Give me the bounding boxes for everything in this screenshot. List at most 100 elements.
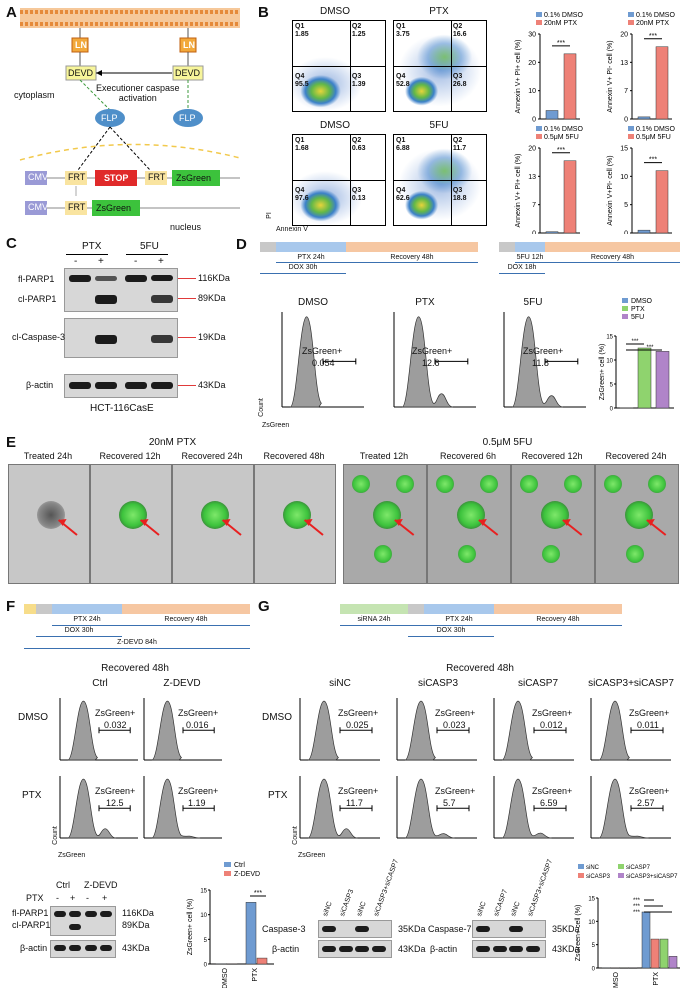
g-lane-label: siNC [510,900,522,918]
legend-swatch-red [536,20,542,25]
q1: Q1 1.68 [295,137,309,152]
f-gate-2: ZsGreen+ [178,708,219,718]
d-recovery-1: Recovery 48h [390,254,434,261]
f-wb-ptx: PTX [26,893,44,903]
y-tick-label: 7 [624,88,628,95]
g-gate-value: 0.023 [443,720,466,730]
legend-swatch-blue [536,126,542,131]
y-tick-label: 5 [610,383,614,389]
cmv-label-2: CMV [28,202,48,212]
f-gel-parp [50,906,116,936]
q3: Q3 0.13 [351,187,366,203]
frt-label-2: FRT [148,172,166,182]
y-tick-label: 0 [532,231,536,235]
q4: Q4 97.6 [295,187,309,203]
sig-label: *** [633,904,641,910]
y-axis-label: ZsGreen+ cell (%) [187,899,194,956]
f-col-2: Z-DEVD [163,678,201,689]
legend-swatch-blue [536,12,542,17]
g-gate-value: 6.59 [540,798,558,808]
q3: Q3 26.8 [452,73,467,89]
legend-label-2: 20nM PTX [544,20,577,27]
e-frame-label: Recovered 6h [439,451,497,461]
caspase-activation-label: Executioner caspase activation [96,83,180,103]
x-tick-label: DMSO [613,971,620,988]
f-zdevd: Z-DEVD 84h [117,639,157,646]
g-actin-label-2: β-actin [430,944,458,954]
d-gate-2: ZsGreen+ [412,346,453,356]
y-tick-label: 10 [606,359,613,365]
legend-label: PTX [631,306,645,313]
sig-label: *** [649,157,657,164]
g-gel-casp7 [472,920,546,938]
panel-a-diagram [19,8,241,216]
g-gate-value: 2.57 [637,798,655,808]
g-lane-label: siNC [322,900,334,918]
e-group-1: 20nM PTX [148,437,197,448]
hist-curve [289,316,322,408]
c-row-3: cl-Caspase-3 [12,332,66,342]
g-actin-label-1: β-actin [272,944,300,954]
frt-box-2 [145,171,167,185]
g-casp3-label: Caspase-3 [262,924,306,934]
g-gate-value: 0.012 [540,720,563,730]
sig-label: *** [646,345,654,351]
g-ptx24: PTX 24h [445,616,473,623]
c-minus-1: - [74,256,78,267]
bar-control [545,110,559,120]
g-hist-ptx-1 [299,776,380,839]
e-frame-label: Recovered 48h [263,451,325,461]
facs-title-4: 5FU [429,120,449,131]
c-cellline: HCT-116CasE [90,403,154,414]
panel-g-histograms [299,698,671,839]
panel-a-label: A [6,4,17,21]
f-gate-1: ZsGreen+ [95,708,136,718]
y-axis-label: Annexin V+PI- cell (%) [607,155,614,225]
f-row-1: DMSO [18,712,48,723]
legend-swatch [224,871,231,876]
g-gate-label: ZsGreen+ [338,786,379,796]
legend-swatch [622,314,628,319]
d-histogram-dmso [281,312,364,408]
d-gate-3: ZsGreen+ [523,346,564,356]
f-hist-ctrl-ptx [59,776,138,839]
bar [256,957,268,965]
red-arrow-icon [303,519,324,536]
x-tick-label: PTX [653,972,660,986]
g-hist-dmso-4 [590,698,671,761]
bar [610,967,620,969]
hist-curve [404,700,436,761]
g-casp7-label: Caspase-7 [428,924,472,934]
c-ptx-label: PTX [82,241,102,252]
g-size-35b: 35KDa [552,924,580,934]
g-gel-actin-1 [318,940,392,958]
nuclear-envelope [19,143,241,161]
f-hist-zdevd-ptx [143,776,222,839]
bar-control [637,229,651,234]
e-micrograph [172,464,254,584]
sig-label: *** [633,910,641,916]
hist-curve [307,778,358,839]
frt-box-1 [65,171,87,185]
legend-label-1: 0.1% DMSO [636,126,675,133]
legend-swatch-red [536,134,542,139]
y-tick-label: 20 [528,146,536,153]
y-axis-label: Annexin V+ PI- cell (%) [607,40,614,112]
red-arrow-icon [139,519,160,536]
g-col-2: siCASP3 [417,678,458,689]
d-hist-title-1: DMSO [298,297,328,308]
bar [226,963,238,965]
d-hist-title-2: PTX [415,297,435,308]
f-wb-row-1: fl-PARP1 [12,908,49,918]
g-hist-ptx-4 [590,776,671,839]
legend-label: siCASP3+siCASP7 [626,874,678,880]
flp-ellipse-right [173,109,203,127]
c-plus-2: + [158,256,164,267]
c-row-2: cl-PARP1 [18,294,57,304]
red-arrow-icon [57,519,78,536]
bar [659,938,669,969]
x-tick-label: DMSO [222,967,229,988]
hist-curve [401,316,454,408]
red-arrow-icon [562,519,583,536]
e-frame-label: Recovered 12h [99,451,161,461]
